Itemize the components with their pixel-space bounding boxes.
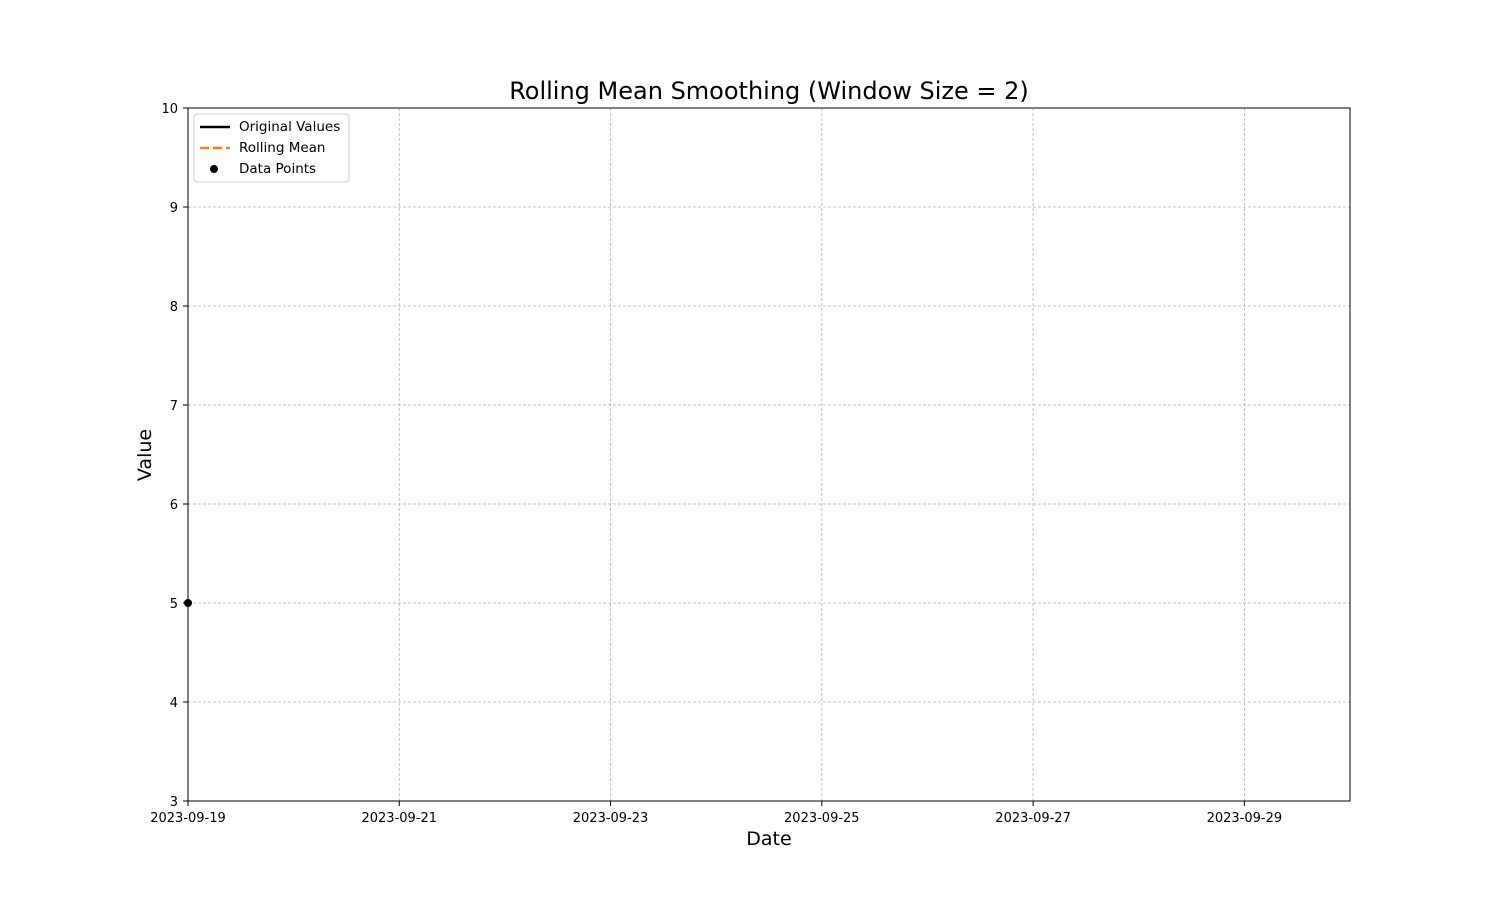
y-tick-label: 10 (161, 102, 178, 117)
y-tick-label: 4 (170, 696, 178, 711)
chart-title: Rolling Mean Smoothing (Window Size = 2) (509, 77, 1029, 105)
y-tick-label: 9 (170, 201, 178, 216)
legend-box (193, 113, 350, 183)
x-axis-title: Date (746, 828, 791, 850)
y-tick-label: 6 (170, 498, 178, 513)
y-tick-label: 7 (170, 399, 178, 414)
y-tick-label: 3 (170, 795, 178, 810)
legend-label-rolling-mean: Rolling Mean (239, 140, 325, 156)
x-tick-label: 2023-09-29 (1207, 811, 1283, 826)
legend-label-data-points: Data Points (239, 161, 316, 177)
plot-area-frame (187, 107, 1351, 802)
y-axis-ticks: 3 4 5 6 7 8 9 10 (161, 102, 188, 810)
y-tick-label: 8 (170, 300, 178, 315)
x-tick-label: 2023-09-23 (573, 811, 649, 826)
legend-swatch-data-points (210, 165, 218, 173)
y-axis-title: Value (134, 429, 156, 481)
x-tick-label: 2023-09-21 (361, 811, 437, 826)
x-tick-label: 2023-09-27 (995, 811, 1071, 826)
x-tick-label: 2023-09-19 (150, 811, 226, 826)
legend-label-original-values: Original Values (239, 119, 340, 135)
x-tick-label: 2023-09-25 (784, 811, 860, 826)
y-tick-label: 5 (170, 597, 178, 612)
legend: Original Values Rolling Mean Data Points (193, 113, 350, 183)
x-axis-ticks: 2023-09-19 2023-09-21 2023-09-23 2023-09-25… (150, 801, 1282, 826)
